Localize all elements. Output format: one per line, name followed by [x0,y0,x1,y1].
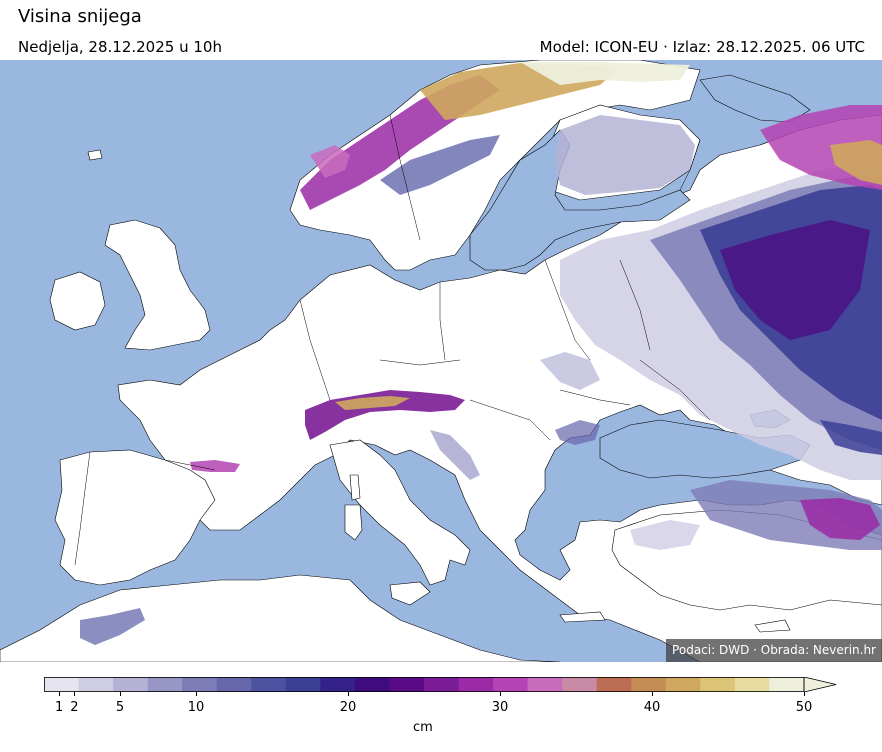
snow-pyrenees [190,460,240,472]
border-no-se [389,114,421,241]
legend-tick-mark [652,692,653,696]
legend-color-step [424,677,460,692]
land-north-africa [0,574,561,662]
legend-color-step [458,677,494,692]
legend-tick-label: 1 [55,700,64,715]
legend-color-step [527,677,563,692]
snow-anatolia-light [630,520,700,550]
snow-balkans [555,420,600,445]
border-fi-ru [679,139,701,191]
legend-tick-label: 5 [115,700,125,715]
land-cyprus [754,619,791,633]
border-ro-ua [559,389,631,406]
legend-color-step [769,677,805,692]
snow-sweden-blue [380,135,500,195]
snow-alps-tan [335,396,410,410]
snow-russia-north-tan [830,140,882,185]
legend-tick-label: 30 [491,700,509,715]
border-fr-de [299,299,331,401]
legend-color-step [320,677,356,692]
legend-color-step [354,677,390,692]
model-run-label: Model: ICON-EU · Izlaz: 28.12.2025. 06 U… [539,38,865,56]
legend-color-step [285,677,321,692]
border-cz-at [379,359,461,366]
legend-color-step [734,677,770,692]
legend-unit-label: cm [413,720,433,735]
legend-color-step [216,677,252,692]
land-ireland [49,271,106,331]
border-by-ru [619,259,651,351]
legend-color-step [700,677,736,692]
legend-tick-label: 2 [70,700,79,715]
legend-color-step [493,677,529,692]
border-de-pl [439,282,446,361]
legend-color-step [665,677,701,692]
borders-layer [74,114,711,566]
legend-extend-arrow [803,677,837,692]
land-italy [329,439,471,586]
border-pl-east [544,259,591,361]
land-faroe [87,149,103,161]
data-credit: Podaci: DWD · Obrada: Neverin.hr [666,639,882,662]
land-sardinia [344,504,363,541]
legend-color-step [182,677,218,692]
inland-seas [469,74,811,479]
map-canvas [0,60,882,662]
snow-norway-cream [520,62,690,85]
land-crete [559,611,606,623]
snow-atlas [80,608,145,645]
legend-tick-mark [59,692,61,696]
legend-color-step [251,677,287,692]
legend-color-step [113,677,149,692]
legend-color-step [631,677,667,692]
legend-tick-label: 10 [187,700,205,715]
legend-tick-label: 50 [795,700,813,715]
sea-baltic [469,129,691,271]
legend-colorbar [44,677,837,692]
sea-white [699,74,811,123]
legend-tick-label: 40 [643,700,661,715]
legend-tick-mark [196,692,197,696]
border-ua-ru [639,359,711,421]
chart-title: Visina snijega [18,6,142,27]
legend-color-step [389,677,425,692]
land-sicily [389,581,431,606]
border-es-pt [74,451,91,566]
border-fr-es [164,459,216,471]
snow-depth-map[interactable]: Podaci: DWD · Obrada: Neverin.hr [0,60,882,662]
legend-color-step [596,677,632,692]
legend-tick-mark [348,692,349,696]
snow-dinaric [430,430,480,480]
legend-color-step [78,677,114,692]
snow-caucasus [820,420,882,455]
snow-depth-layer [80,62,882,645]
snow-carpathian [540,352,600,390]
legend-color-step [147,677,183,692]
legend-outline [44,677,805,692]
land-corsica [349,474,361,501]
legend-ticks: 1 2 5 10 20 30 40 50 [44,692,812,722]
legend-color-step [562,677,598,692]
valid-date-label: Nedjelja, 28.12.2025 u 10h [18,38,222,56]
land-great-britain [104,219,211,351]
snow-russia-deepest [720,220,870,340]
snow-finland [555,115,695,195]
snow-anatolia-deep [800,498,880,540]
legend-tick-label: 20 [339,700,357,715]
legend-tick-mark [74,692,76,696]
legend-tick-mark [500,692,501,696]
border-balkans [469,399,551,441]
legend-tick-mark [120,692,121,696]
legend-color-step [44,677,80,692]
legend-tick-mark [804,692,805,696]
snow-scand-pink [310,145,350,178]
